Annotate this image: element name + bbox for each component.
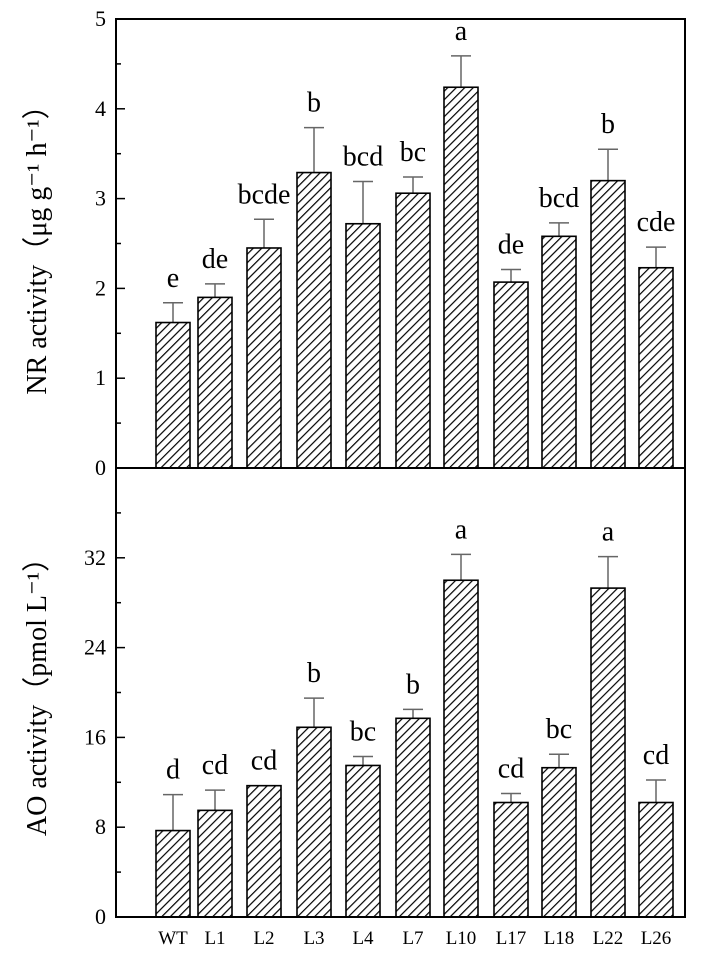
ao-significance-label: bc (546, 714, 572, 745)
nr-y-tick-label: 4 (95, 96, 106, 121)
nr-bar-l7 (395, 192, 431, 469)
nr-y-tick-label: 2 (95, 275, 106, 300)
ao-y-tick-label: 8 (95, 814, 106, 839)
ao-significance-label: a (602, 517, 615, 548)
x-axis-category-labels: WT L1 L2 L3 L4 L7 L10 L17 L18 L22 L26 (158, 928, 671, 949)
ao-significance-label: b (307, 658, 321, 689)
nr-significance-label: bc (400, 137, 426, 168)
nr-significance-label: de (202, 244, 228, 275)
ao-significance-label: a (455, 514, 468, 545)
ao-significance-label: cd (202, 750, 228, 781)
nr-y-tick-label: 1 (95, 365, 106, 390)
nr-significance-label: b (601, 109, 615, 140)
x-category-label: L4 (352, 928, 374, 949)
ao-y-ticks: 0 8 16 24 32 (84, 512, 125, 929)
nr-bar-wt (155, 321, 191, 469)
nr-bar-l1 (197, 296, 233, 469)
ao-significance-label: b (406, 669, 420, 700)
ao-bar-l26 (638, 801, 674, 918)
nr-significance-label: de (498, 230, 524, 261)
x-category-label: L18 (544, 928, 575, 949)
nr-bar-l22 (590, 179, 626, 469)
nr-y-ticks: 0 1 2 3 4 5 (95, 6, 125, 480)
ao-y-tick-label: 0 (95, 904, 106, 929)
ao-bar-wt (155, 829, 191, 918)
nr-error-bars (163, 55, 666, 323)
nr-bar-l2 (246, 247, 282, 469)
ao-bar-l4 (345, 764, 381, 918)
nr-significance-label: b (307, 88, 321, 119)
nr-y-tick-label: 0 (95, 455, 106, 480)
x-category-label: L26 (641, 928, 672, 949)
ao-bar-l10 (443, 579, 479, 918)
nr-bars (155, 86, 674, 469)
ao-bar-l18 (541, 766, 577, 918)
ao-significance-label: d (166, 755, 180, 786)
ao-error-bars (163, 553, 666, 831)
nr-bar-l17 (493, 281, 529, 469)
x-category-label: L17 (496, 928, 527, 949)
ao-y-axis-label: AO activity（pmol L⁻¹） (21, 544, 53, 836)
nr-significance-label: cde (637, 207, 676, 238)
nr-significance-label: bcde (238, 179, 291, 210)
ao-bar-l3 (296, 726, 332, 918)
nr-significance-label: bcd (343, 142, 383, 173)
x-category-label: WT (158, 928, 188, 949)
ao-significance-label: cd (643, 740, 669, 771)
nr-y-tick-label: 3 (95, 186, 106, 211)
ao-significance-label: cd (251, 746, 277, 777)
nr-bar-l26 (638, 266, 674, 469)
nr-bar-l3 (296, 171, 332, 469)
nr-y-tick-label: 5 (95, 6, 106, 31)
ao-bars (155, 579, 674, 918)
ao-significance-label: bc (350, 716, 376, 747)
x-category-label: L1 (204, 928, 225, 949)
ao-bar-l22 (590, 587, 626, 918)
nr-y-axis-label: NR activity（μg g⁻¹ h⁻¹） (21, 91, 53, 394)
x-category-label: L3 (303, 928, 324, 949)
ao-bar-l17 (493, 801, 529, 918)
nr-significance-label: a (455, 16, 468, 47)
x-category-label: L10 (446, 928, 477, 949)
ao-y-tick-label: 16 (84, 724, 106, 749)
ao-bar-l7 (395, 717, 431, 918)
ao-plot-frame (115, 467, 686, 918)
ao-y-tick-label: 24 (84, 635, 106, 660)
nr-bar-l18 (541, 235, 577, 469)
ao-significance-label: cd (498, 754, 524, 785)
nr-bar-l10 (443, 86, 479, 469)
x-category-label: L22 (593, 928, 624, 949)
nr-bar-l4 (345, 222, 381, 469)
x-category-label: L2 (253, 928, 274, 949)
nr-significance-label: bcd (539, 183, 579, 214)
ao-y-tick-label: 32 (84, 545, 106, 570)
nr-significance-label: e (167, 263, 179, 294)
ao-bar-l2 (246, 784, 282, 918)
x-category-label: L7 (402, 928, 423, 949)
ao-bar-l1 (197, 809, 233, 918)
